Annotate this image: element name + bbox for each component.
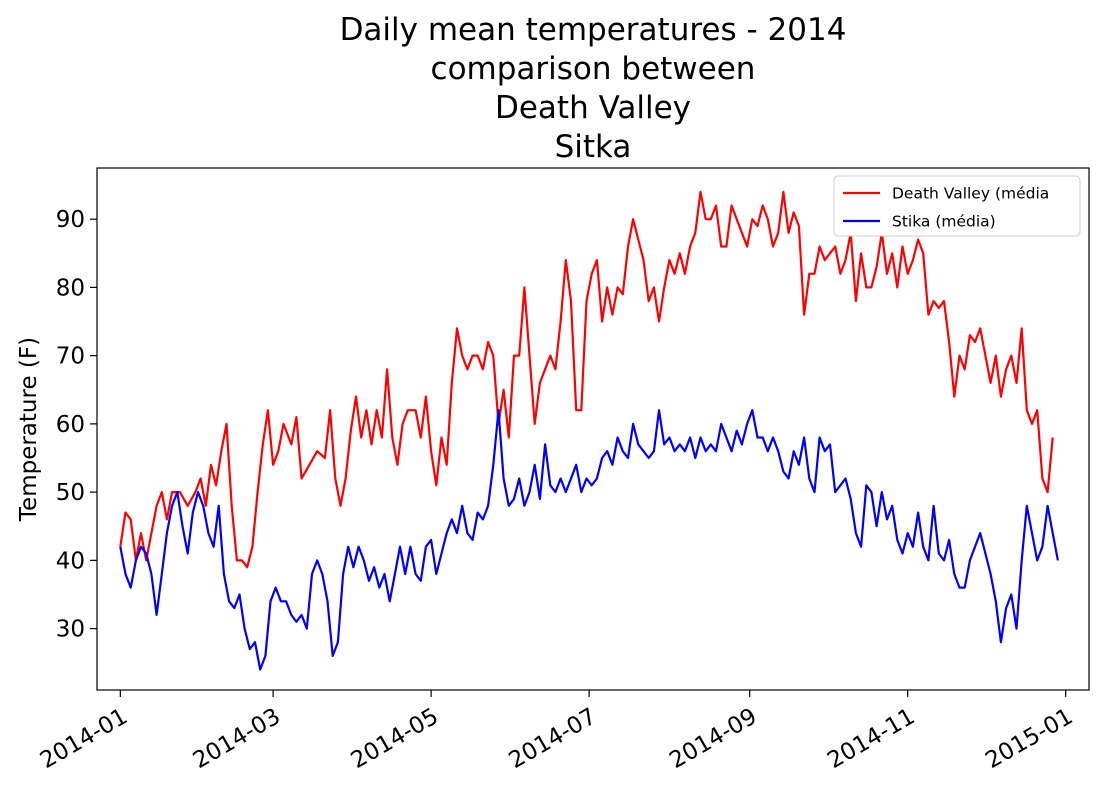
y-axis: 30 40 50 60 70 80 90 [56, 207, 97, 643]
x-tick-label: 2014-11 [823, 704, 919, 775]
y-tick-label: 80 [56, 275, 85, 301]
y-tick-label: 60 [56, 412, 85, 438]
x-tick-label: 2014-07 [505, 704, 601, 775]
series-line-sitka [119, 409, 1059, 671]
x-axis: 2014-01 2014-03 2014-05 2014-07 2014-09 2014-… [36, 690, 1077, 775]
chart-title-line-2: comparison between [431, 51, 756, 87]
x-tick-label: 2014-01 [36, 704, 132, 775]
chart-title: Daily mean temperatures - 2014 compariso… [340, 12, 847, 165]
y-tick-label: 90 [56, 207, 85, 233]
y-tick-label: 30 [56, 617, 85, 643]
series-line-death-valley [119, 190, 1054, 569]
legend-box [833, 175, 1081, 237]
legend-label: Death Valley (média [892, 185, 1049, 203]
y-tick-label: 40 [56, 548, 85, 574]
x-tick-label: 2014-09 [665, 704, 761, 775]
chart-title-line-4: Sitka [555, 129, 632, 165]
x-tick-label: 2015-01 [981, 704, 1077, 775]
y-tick-label: 50 [56, 480, 85, 506]
plot-frame [96, 167, 1090, 691]
legend-label: Stika (média) [892, 213, 996, 231]
x-tick-label: 2014-03 [189, 704, 285, 775]
y-axis-label: Temperature (F) [16, 337, 42, 522]
y-tick-label: 70 [56, 344, 85, 370]
legend: Death Valley (média Stika (média) [833, 175, 1081, 237]
chart-title-line-3: Death Valley [495, 90, 691, 126]
x-tick-label: 2014-05 [347, 704, 443, 775]
chart-title-line-1: Daily mean temperatures - 2014 [340, 12, 847, 48]
series-layer [119, 190, 1059, 671]
